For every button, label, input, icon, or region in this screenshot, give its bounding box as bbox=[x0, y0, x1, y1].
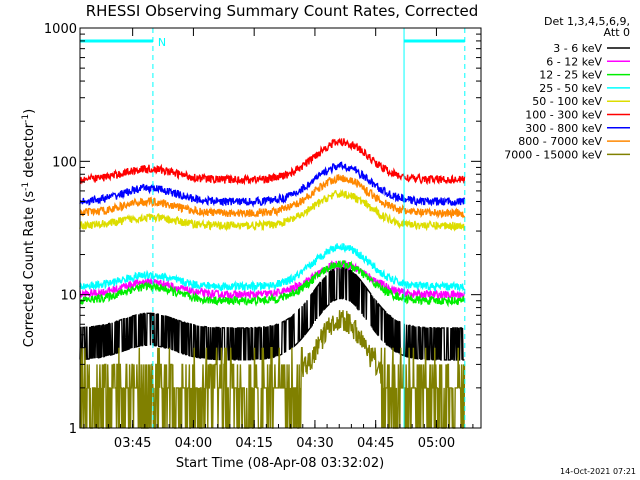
legend-label-1: 3 - 6 keV bbox=[553, 42, 602, 55]
legend-header-2: Att 0 bbox=[604, 26, 630, 39]
y-axis-label-mid: detector bbox=[22, 122, 37, 182]
series-line-3 bbox=[79, 259, 466, 308]
series-line-8 bbox=[79, 174, 466, 220]
legend-label-8: 800 - 7000 keV bbox=[518, 135, 602, 148]
timestamp: 14-Oct-2021 07:21 bbox=[560, 467, 636, 476]
y-axis-label-sup2: -1 bbox=[21, 114, 31, 123]
y-axis: 1 10 100 1000 bbox=[44, 22, 481, 437]
legend-label-4: 25 - 50 keV bbox=[539, 82, 602, 95]
x-axis: 03:45 04:00 04:15 04:30 04:45 05:00 bbox=[83, 28, 474, 451]
x-axis-label: Start Time (08-Apr-08 03:32:02) bbox=[176, 456, 384, 471]
saa-label: N bbox=[158, 36, 166, 49]
chart-title: RHESSI Observing Summary Count Rates, Co… bbox=[86, 2, 479, 20]
y-axis-label: Corrected Count Rate (s-1 detector-1) bbox=[21, 109, 37, 347]
y-tick-label-3: 100 bbox=[52, 155, 77, 170]
series-line-6 bbox=[79, 137, 466, 186]
legend-label-5: 50 - 100 keV bbox=[532, 95, 602, 108]
legend-label-7: 300 - 800 keV bbox=[525, 122, 602, 135]
legend-header-1: Det 1,3,4,5,6,9, bbox=[544, 15, 630, 28]
legend-label-3: 12 - 25 keV bbox=[539, 69, 602, 82]
y-tick-label-4: 1000 bbox=[44, 22, 77, 37]
series-line-5 bbox=[79, 188, 466, 232]
series-line-2 bbox=[79, 260, 466, 301]
x-tick-label-3: 04:15 bbox=[235, 436, 272, 451]
x-tick-label-6: 05:00 bbox=[418, 436, 455, 451]
series-line-7 bbox=[79, 161, 466, 208]
plot-frame bbox=[79, 27, 482, 429]
x-tick-label-2: 04:00 bbox=[175, 436, 212, 451]
x-tick-label-1: 03:45 bbox=[114, 436, 151, 451]
series-line-4 bbox=[79, 243, 466, 293]
y-axis-label-main: Corrected Count Rate (s bbox=[22, 191, 37, 348]
y-axis-label-end: ) bbox=[22, 109, 37, 114]
x-tick-label-5: 04:45 bbox=[357, 436, 394, 451]
legend-label-6: 100 - 300 keV bbox=[525, 109, 602, 122]
y-tick-label-1: 1 bbox=[69, 422, 77, 437]
plot-area: N bbox=[79, 28, 466, 429]
legend-label-9: 7000 - 15000 keV bbox=[504, 148, 602, 161]
y-tick-label-2: 10 bbox=[60, 289, 77, 304]
y-axis-label-sup1: -1 bbox=[21, 182, 31, 191]
x-tick-label-4: 04:30 bbox=[296, 436, 333, 451]
legend-label-2: 6 - 12 keV bbox=[546, 55, 602, 68]
